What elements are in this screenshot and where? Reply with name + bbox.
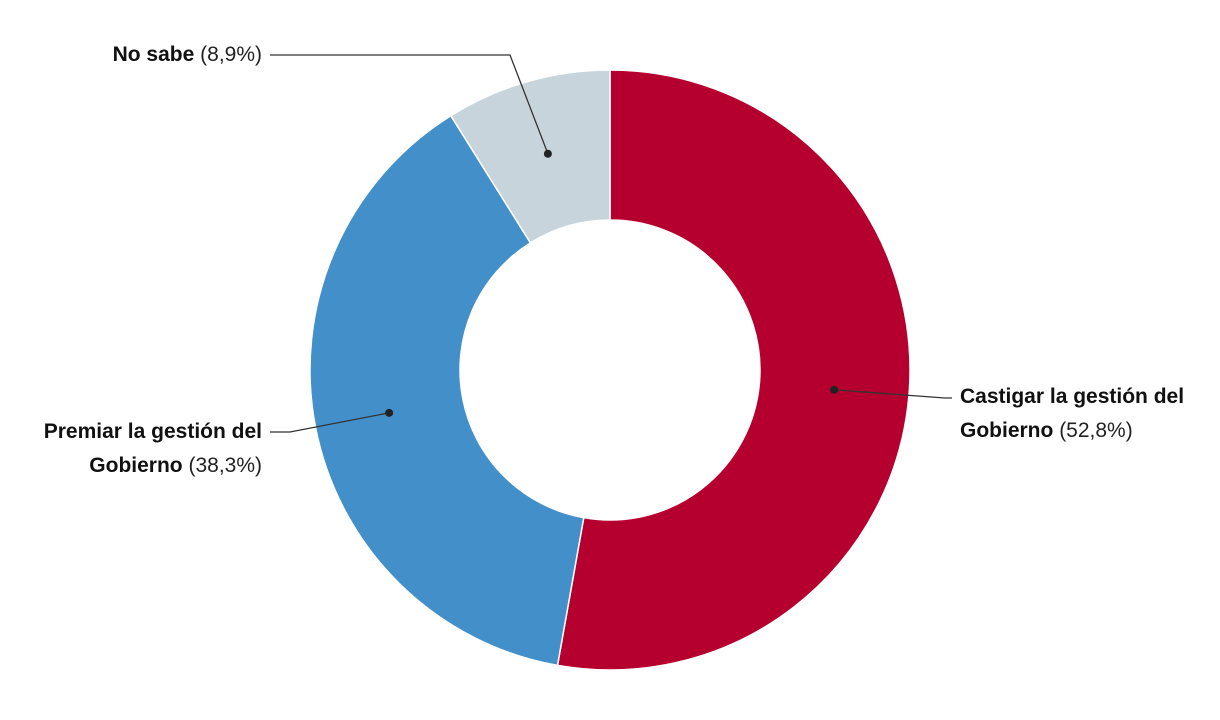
slice-label: Premiar la gestión del Gobierno (38,3%) (0, 415, 262, 483)
slice-label: Castigar la gestión del Gobierno (52,8%) (960, 380, 1220, 448)
donut-slice (556, 69, 911, 671)
value-label: (8,9%) (200, 43, 262, 66)
donut-slice (449, 69, 611, 244)
value-label: (52,8%) (1059, 419, 1133, 442)
donut-slice (309, 114, 585, 667)
leader-dot (830, 385, 839, 394)
leader-dot (385, 408, 394, 417)
category-name: Castigar la gestión del Gobierno (960, 385, 1185, 442)
leader-dot (543, 149, 552, 158)
leader-line (270, 54, 549, 154)
leader-line (270, 412, 390, 433)
category-name: Premiar la gestión del Gobierno (43, 420, 262, 477)
leader-line (834, 389, 952, 399)
slice-label: No sabe (8,9%) (0, 38, 262, 72)
value-label: (38,3%) (188, 454, 262, 477)
category-name: No sabe (112, 43, 195, 66)
